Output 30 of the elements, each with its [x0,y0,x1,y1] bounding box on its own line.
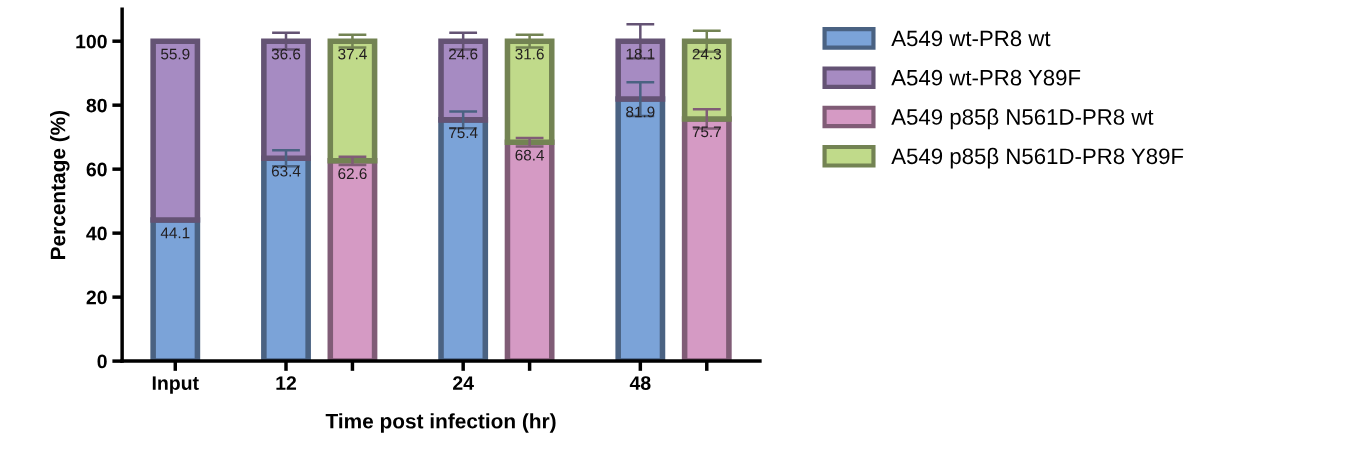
legend-label: A549 wt-PR8 Y89F [891,69,1081,86]
data-label: 37.4 [338,48,367,60]
data-label: 55.9 [161,48,190,60]
data-label: 75.7 [692,126,721,138]
data-label: 36.6 [271,48,301,60]
x-tick-label: 24 [453,376,474,390]
data-label: 24.3 [692,48,721,60]
x-tick-label: Input [152,376,199,394]
data-label: 31.6 [515,48,544,60]
y-tick-label: 40 [86,226,107,241]
data-label: 63.4 [271,165,301,177]
data-label: 62.6 [338,168,367,180]
x-axis-title: Time post infection (hr) [325,413,556,433]
x-tick-label: 48 [629,376,651,390]
data-label: 18.1 [626,48,655,60]
y-tick-label: 20 [86,290,107,305]
data-label: 75.4 [449,127,478,139]
legend-label: A549 wt-PR8 wt [891,30,1051,47]
y-tick-label: 80 [86,98,107,113]
y-axis-title: Percentage (%) [50,110,70,260]
data-label: 81.9 [626,106,655,118]
legend-label: A549 p85β N561D-PR8 wt [891,108,1154,130]
data-label: 24.6 [449,48,478,60]
x-tick-label: 12 [276,376,297,390]
legend-label: A549 p85β N561D-PR8 Y89F [891,147,1184,169]
data-label: 44.1 [160,227,190,239]
data-label: 68.4 [515,149,545,161]
y-tick-label: 100 [76,34,107,49]
y-tick-label: 0 [97,354,107,369]
y-tick-label: 60 [86,162,107,177]
